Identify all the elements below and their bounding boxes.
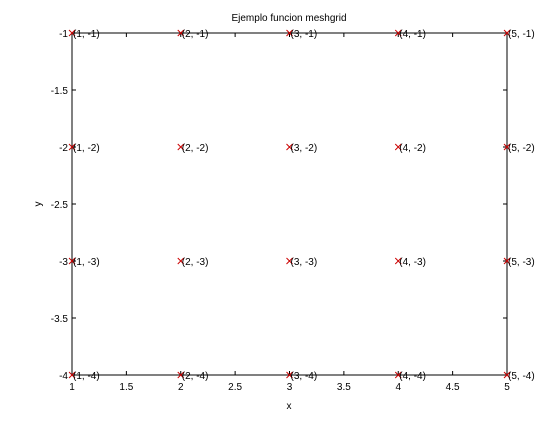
data-point: (1, -3)	[68, 257, 100, 268]
y-tick-label: -3	[59, 257, 68, 268]
x-axis-ticks: 1 1.5 2 2.5 3 3.5 4 4.5 5	[69, 33, 510, 393]
data-point: (1, -2)	[68, 143, 100, 154]
point-marker-stroke	[68, 143, 76, 151]
point-marker-stroke	[286, 371, 293, 379]
data-point: (3, -4)	[286, 371, 318, 382]
point-label: (5, -2)	[508, 143, 535, 154]
point-marker-stroke	[394, 257, 402, 265]
point-label: (4, -4)	[399, 371, 426, 382]
point-label: (4, -1)	[399, 29, 426, 40]
y-tick-label: -4	[59, 371, 68, 382]
point-marker-stroke	[503, 257, 511, 265]
point-label: (1, -2)	[73, 143, 100, 154]
point-label: (3, -4)	[291, 371, 318, 382]
chart-title: Ejemplo funcion meshgrid	[231, 13, 346, 24]
point-label: (4, -2)	[399, 143, 426, 154]
point-marker-stroke	[68, 371, 76, 379]
data-point: (3, -2)	[286, 143, 318, 154]
point-label: (1, -1)	[73, 29, 100, 40]
data-point: (3, -1)	[286, 29, 318, 40]
point-marker-stroke	[503, 371, 511, 379]
point-marker-stroke	[394, 143, 402, 151]
data-point: (5, -3)	[503, 257, 535, 268]
x-tick-label: 5	[504, 382, 510, 393]
data-point: (5, -2)	[503, 143, 535, 154]
x-tick-label: 2	[178, 382, 184, 393]
point-label: (3, -2)	[291, 143, 318, 154]
x-tick-label: 2.5	[228, 382, 242, 393]
point-marker-stroke	[177, 143, 185, 151]
point-marker-stroke	[286, 29, 293, 37]
y-axis-label: y	[33, 202, 44, 207]
x-tick-label: 4	[395, 382, 401, 393]
point-marker-stroke	[503, 143, 511, 151]
point-marker-stroke	[68, 257, 76, 265]
point-marker-stroke	[286, 257, 293, 265]
x-tick-label: 3	[287, 382, 293, 393]
point-marker-stroke	[503, 29, 511, 37]
data-point: (4, -2)	[394, 143, 426, 154]
point-label: (5, -1)	[508, 29, 535, 40]
point-label: (2, -4)	[182, 371, 209, 382]
data-point: (3, -3)	[286, 257, 318, 268]
data-point: (2, -3)	[177, 257, 209, 268]
point-marker-stroke	[394, 371, 402, 379]
point-label: (1, -3)	[73, 257, 100, 268]
point-label: (2, -3)	[182, 257, 209, 268]
point-label: (3, -1)	[291, 29, 318, 40]
y-tick-label: -3.5	[51, 314, 69, 325]
data-point: (2, -2)	[177, 143, 209, 154]
point-marker-stroke	[394, 29, 402, 37]
x-tick-label: 3.5	[337, 382, 351, 393]
point-marker-stroke	[68, 29, 76, 37]
point-label: (1, -4)	[73, 371, 100, 382]
point-label: (5, -3)	[508, 257, 535, 268]
data-point: (1, -1)	[68, 29, 100, 40]
data-point: (4, -4)	[394, 371, 426, 382]
point-marker-stroke	[177, 371, 185, 379]
data-point: (2, -4)	[177, 371, 209, 382]
y-tick-label: -1	[59, 29, 68, 40]
x-tick-label: 4.5	[446, 382, 460, 393]
data-point: (5, -1)	[503, 29, 535, 40]
plot-frame	[71, 32, 508, 376]
data-point: (1, -4)	[68, 371, 100, 382]
x-axis-label: x	[287, 401, 292, 412]
point-label: (5, -4)	[508, 371, 535, 382]
point-label: (2, -1)	[182, 29, 209, 40]
y-tick-label: -2.5	[51, 200, 69, 211]
point-marker-stroke	[286, 143, 293, 151]
point-label: (4, -3)	[399, 257, 426, 268]
point-marker-stroke	[177, 257, 185, 265]
data-point: (4, -3)	[394, 257, 426, 268]
y-tick-label: -1.5	[51, 86, 69, 97]
point-label: (3, -3)	[291, 257, 318, 268]
data-point: (5, -4)	[503, 371, 535, 382]
x-tick-label: 1	[69, 382, 75, 393]
data-points: (1, -1) (2, -1) (3, -1) (4, -1) (5, -1) (1, -…	[68, 29, 535, 382]
point-label: (2, -2)	[182, 143, 209, 154]
y-axis-ticks: -1 -1.5 -2 -2.5 -3 -3.5 -4	[51, 29, 507, 382]
point-marker-stroke	[177, 29, 185, 37]
data-point: (4, -1)	[394, 29, 426, 40]
data-point: (2, -1)	[177, 29, 209, 40]
y-tick-label: -2	[59, 143, 68, 154]
x-tick-label: 1.5	[119, 382, 133, 393]
